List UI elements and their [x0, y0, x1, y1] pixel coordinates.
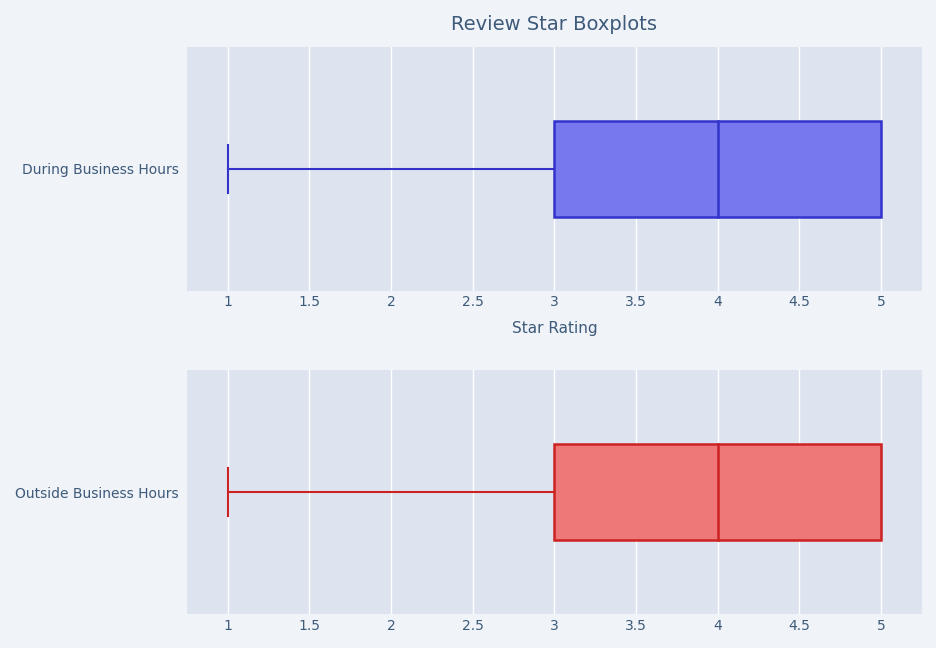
Bar	[554, 445, 880, 540]
Bar	[554, 121, 880, 216]
Title: Review Star Boxplots: Review Star Boxplots	[451, 15, 657, 34]
X-axis label: Star Rating: Star Rating	[511, 321, 596, 336]
